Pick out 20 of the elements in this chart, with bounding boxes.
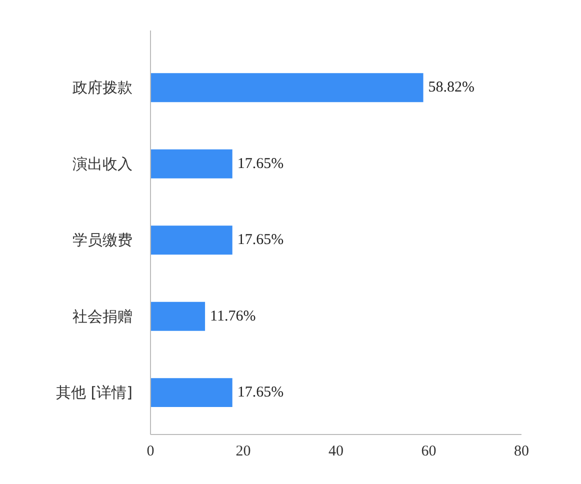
x-tick-label: 80 (514, 444, 529, 460)
bar (150, 73, 424, 102)
y-tick-label: 学员缴费 (72, 231, 132, 250)
y-tick-label: 社会捐赠 (72, 307, 132, 326)
x-tick-label: 60 (421, 444, 436, 460)
x-tick-label: 40 (328, 444, 344, 460)
y-tick-label: 政府拨款 (72, 78, 132, 97)
bar (150, 149, 232, 178)
data-label: 11.76% (210, 308, 256, 324)
data-label: 17.65% (237, 232, 284, 248)
bar (150, 378, 232, 408)
data-label: 58.82% (428, 80, 475, 96)
x-tick-label: 20 (236, 444, 251, 460)
data-label: 17.65% (237, 384, 284, 401)
data-label: 17.65% (237, 156, 284, 172)
y-tick-label: 其他 [详情] (56, 384, 133, 402)
y-tick-label: 演出收入 (72, 154, 132, 173)
bar (150, 226, 232, 255)
x-tick-label: 0 (146, 444, 154, 460)
bar (150, 302, 206, 331)
